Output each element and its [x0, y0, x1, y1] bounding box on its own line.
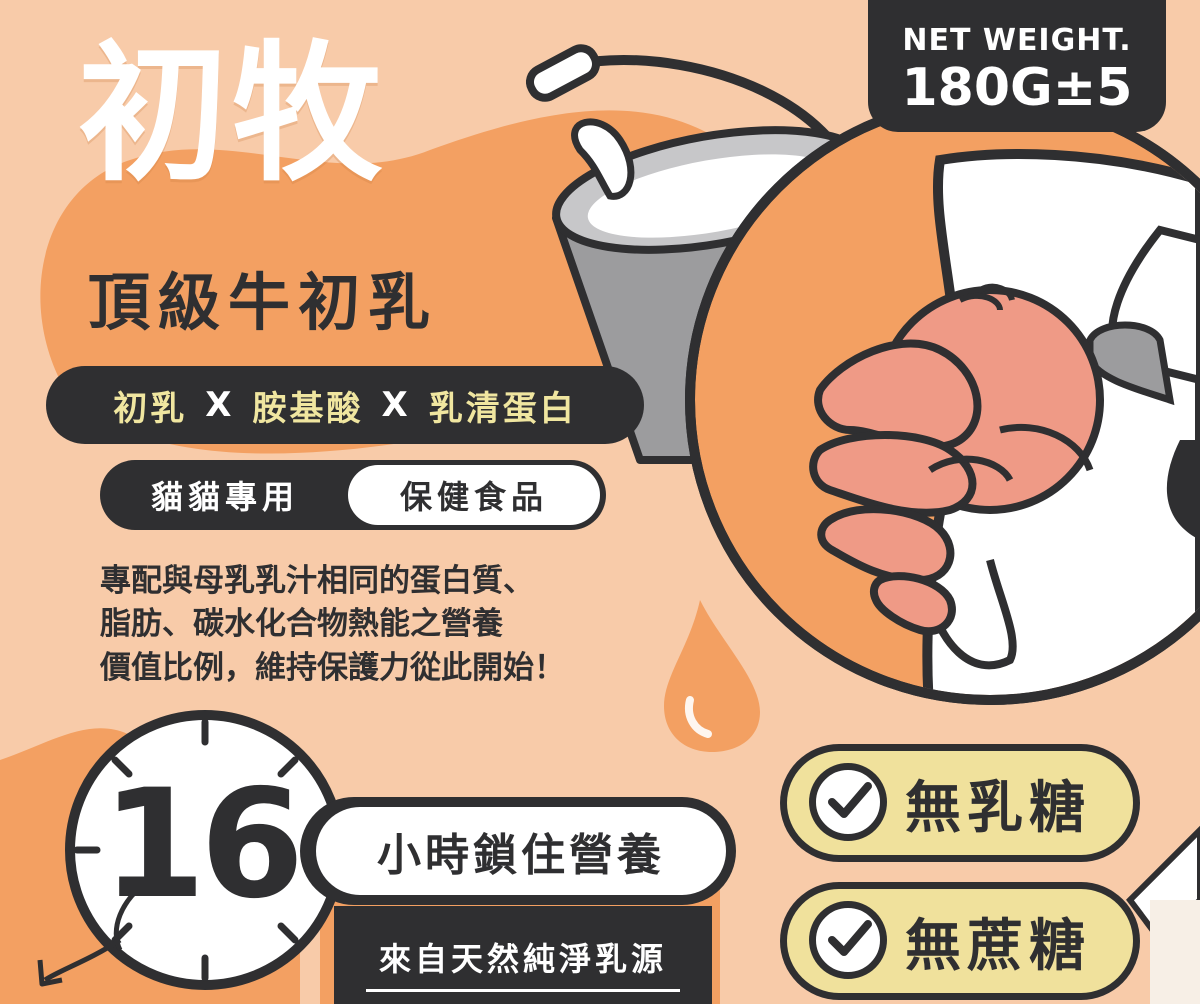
milk-source-box: 來自天然純淨乳源 [334, 906, 712, 1004]
ingredient-separator: X [205, 385, 235, 425]
tag-pills: 貓貓專用 保健食品 [100, 460, 606, 530]
cow-udder-illustration [685, 95, 1200, 705]
hours-label: 小時鎖住營養 [316, 807, 726, 895]
ingredient-separator: X [381, 385, 411, 425]
tag-cat-only: 貓貓專用 [150, 478, 299, 516]
ingredient-item: 胺基酸 [252, 388, 364, 429]
net-weight-value: 180G±5 [901, 58, 1133, 118]
badge-lactose-free: 無乳糖 [780, 744, 1140, 862]
ingredient-item: 初乳 [113, 388, 188, 429]
description-line: 脂肪、碳水化合物熱能之營養 [100, 606, 503, 643]
brand-subtitle: 頂級牛初乳 [88, 266, 439, 339]
brand-title: 初牧 [78, 28, 387, 202]
source-underline [366, 989, 680, 992]
net-weight-badge: NET WEIGHT. 180G±5 [868, 0, 1166, 132]
net-weight-label: NET WEIGHT. [902, 23, 1132, 58]
hours-pill: 小時鎖住營養 [300, 797, 736, 905]
badge-sucrose-free: 無蔗糖 [780, 882, 1140, 1000]
description-line: 價值比例，維持保護力從此開始！ [100, 649, 565, 686]
badge-label: 無乳糖 [905, 775, 1091, 841]
badge-label: 無蔗糖 [905, 913, 1091, 979]
product-description: 專配與母乳乳汁相同的蛋白質、 脂肪、碳水化合物熱能之營養 價值比例，維持保護力從… [100, 560, 680, 690]
check-circle-icon [809, 901, 887, 979]
milk-source-label: 來自天然純淨乳源 [378, 940, 667, 978]
check-circle-icon [809, 763, 887, 841]
description-line: 專配與母乳乳汁相同的蛋白質、 [100, 563, 534, 599]
ingredients-pill: 初乳 X 胺基酸 X 乳清蛋白 [46, 366, 644, 444]
tag-health-food: 保健食品 [348, 465, 600, 525]
clock-hours-number: 16 [101, 758, 305, 932]
ingredient-item: 乳清蛋白 [428, 388, 577, 429]
